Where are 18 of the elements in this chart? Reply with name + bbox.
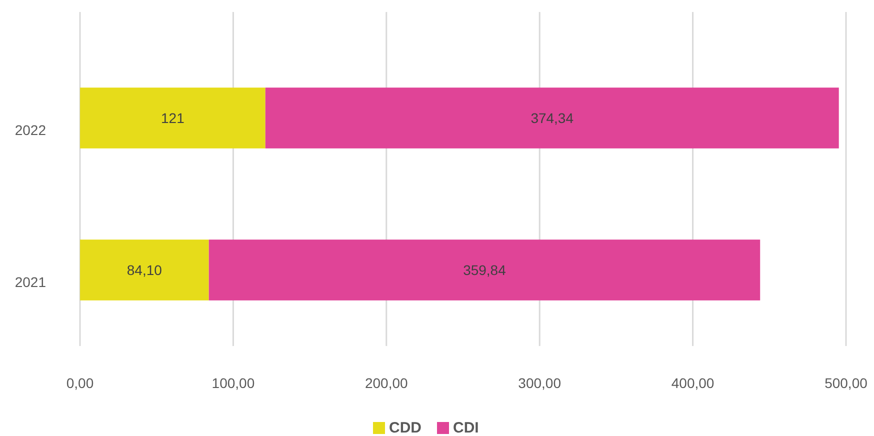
y-tick-label: 2021 xyxy=(14,274,46,290)
x-tick-label: 200,00 xyxy=(364,375,408,391)
bar xyxy=(80,240,209,300)
x-tick-label: 300,00 xyxy=(518,375,562,391)
y-tick-label: 2022 xyxy=(14,122,46,138)
data-label: 359,84 xyxy=(463,262,506,278)
data-label: 374,34 xyxy=(530,110,574,126)
data-label: 121 xyxy=(161,110,185,126)
legend-label: CDI xyxy=(453,420,479,436)
legend-label: CDD xyxy=(389,420,422,436)
x-tick-label: 500,00 xyxy=(824,375,868,391)
bar xyxy=(208,240,760,300)
data-label: 84,10 xyxy=(126,262,162,278)
x-tick-label: 0,00 xyxy=(66,375,94,391)
x-tick-label: 400,00 xyxy=(671,375,714,391)
x-tick-label: 100,00 xyxy=(212,375,255,391)
bar xyxy=(80,88,266,148)
bar xyxy=(265,88,839,148)
